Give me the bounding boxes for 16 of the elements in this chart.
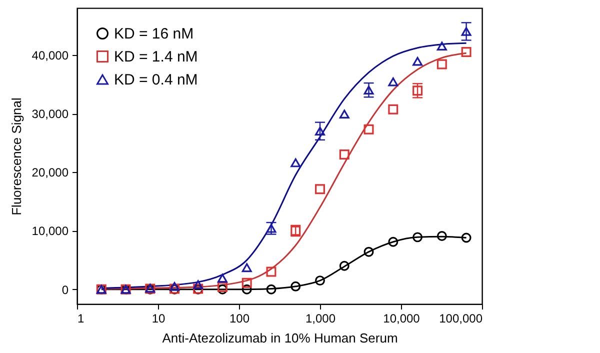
x-tick-label: 1,000 [305, 312, 336, 326]
y-tick-label: 10,000 [32, 224, 69, 238]
x-tick-label: 100 [229, 312, 250, 326]
legend-label: KD = 1.4 nM [114, 48, 198, 66]
y-axis-title: Fluorescence Signal [8, 98, 24, 216]
y-tick-label: 20,000 [32, 166, 69, 180]
y-tick-label: 0 [62, 282, 69, 297]
x-tick-label: 10 [152, 312, 166, 326]
y-tick-label: 40,000 [32, 48, 69, 62]
legend-label: KD = 16 nM [114, 26, 194, 42]
x-tick-label: 10,000 [383, 312, 420, 326]
legend-label: KD = 0.4 nM [114, 72, 198, 88]
y-tick-label: 30,000 [32, 107, 69, 122]
x-tick-label: 1 [78, 312, 84, 326]
x-axis-title: Anti-Atezolizumab in 10% Human Serum [162, 330, 398, 346]
x-tick-label: 100,000 [439, 312, 483, 326]
